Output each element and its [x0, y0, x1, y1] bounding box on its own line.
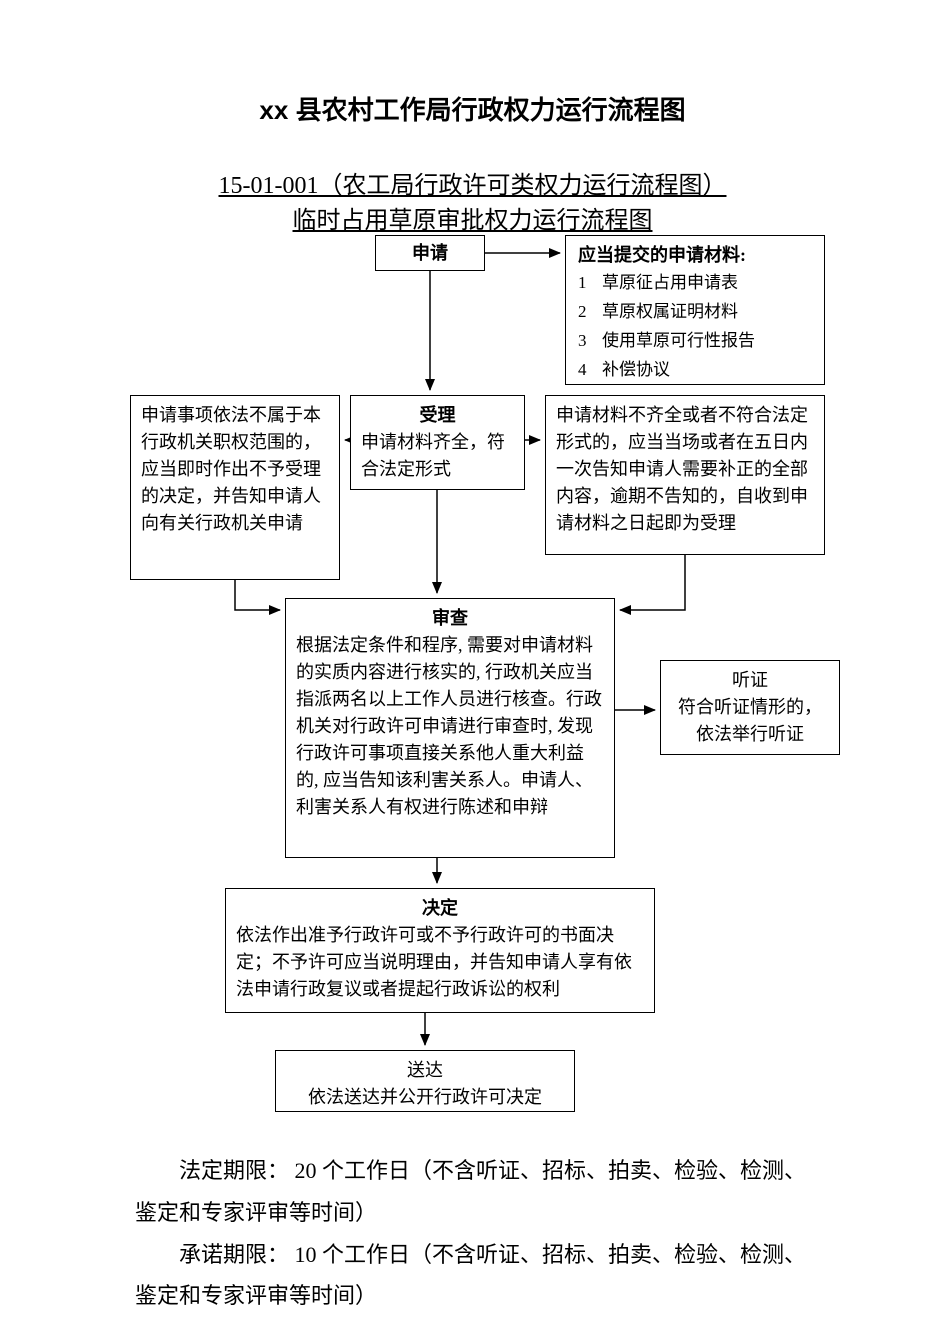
materials-item-4-num: 4 [578, 356, 602, 385]
node-materials: 应当提交的申请材料: 1 草原征占用申请表 2 草原权属证明材料 3 使用草原可… [565, 235, 825, 385]
node-supplement: 申请材料不齐全或者不符合法定形式的，应当当场或者在五日内一次告知申请人需要补正的… [545, 395, 825, 555]
node-delivery: 送达 依法送达并公开行政许可决定 [275, 1050, 575, 1112]
materials-item-2-text: 草原权属证明材料 [602, 298, 738, 327]
node-delivery-text: 依法送达并公开行政许可决定 [286, 1084, 564, 1111]
materials-item-1: 1 草原征占用申请表 [578, 269, 812, 298]
footer-block: 法定期限： 20 个工作日（不含听证、招标、拍卖、检验、检测、鉴定和专家评审等时… [135, 1150, 815, 1317]
node-materials-title: 应当提交的申请材料: [578, 242, 812, 269]
footer-line2-label: 承诺期限： [179, 1242, 289, 1267]
node-hearing-text: 符合听证情形的，依法举行听证 [671, 694, 829, 748]
materials-item-2: 2 草原权属证明材料 [578, 298, 812, 327]
edge-supplement-review [620, 555, 685, 610]
materials-item-2-num: 2 [578, 298, 602, 327]
footer-line1: 法定期限： 20 个工作日（不含听证、招标、拍卖、检验、检测、鉴定和专家评审等时… [135, 1150, 815, 1234]
node-review-text: 根据法定条件和程序, 需要对申请材料的实质内容进行核实的, 行政机关应当指派两名… [296, 632, 604, 821]
node-reject: 申请事项依法不属于本行政机关职权范围的，应当即时作出不予受理的决定，并告知申请人… [130, 395, 340, 580]
footer-line2: 承诺期限： 10 个工作日（不含听证、招标、拍卖、检验、检测、鉴定和专家评审等时… [135, 1234, 815, 1318]
node-decision-text: 依法作出准予行政许可或不予行政许可的书面决定；不予许可应当说明理由，并告知申请人… [236, 922, 644, 1003]
node-accept: 受理 申请材料齐全，符合法定形式 [350, 395, 525, 490]
node-hearing-title: 听证 [671, 667, 829, 694]
node-decision: 决定 依法作出准予行政许可或不予行政许可的书面决定；不予许可应当说明理由，并告知… [225, 888, 655, 1013]
node-accept-title: 受理 [361, 402, 514, 429]
node-decision-title: 决定 [236, 895, 644, 922]
node-apply-label: 申请 [376, 240, 484, 267]
materials-item-4: 4 补偿协议 [578, 356, 812, 385]
materials-item-1-text: 草原征占用申请表 [602, 269, 738, 298]
materials-item-1-num: 1 [578, 269, 602, 298]
materials-item-4-text: 补偿协议 [602, 356, 670, 385]
node-reject-text: 申请事项依法不属于本行政机关职权范围的，应当即时作出不予受理的决定，并告知申请人… [141, 402, 329, 537]
node-review-title: 审查 [296, 605, 604, 632]
node-accept-text: 申请材料齐全，符合法定形式 [361, 429, 514, 483]
materials-item-3-text: 使用草原可行性报告 [602, 327, 755, 356]
page-root: xx 县农村工作局行政权力运行流程图 15-01-001（农工局行政许可类权力运… [0, 0, 945, 1337]
materials-item-3-num: 3 [578, 327, 602, 356]
node-delivery-title: 送达 [286, 1057, 564, 1084]
footer-line1-label: 法定期限： [179, 1158, 289, 1183]
node-apply: 申请 [375, 235, 485, 271]
materials-item-3: 3 使用草原可行性报告 [578, 327, 812, 356]
node-review: 审查 根据法定条件和程序, 需要对申请材料的实质内容进行核实的, 行政机关应当指… [285, 598, 615, 858]
node-supplement-text: 申请材料不齐全或者不符合法定形式的，应当当场或者在五日内一次告知申请人需要补正的… [556, 402, 814, 537]
edge-reject-review [235, 580, 280, 610]
node-hearing: 听证 符合听证情形的，依法举行听证 [660, 660, 840, 755]
